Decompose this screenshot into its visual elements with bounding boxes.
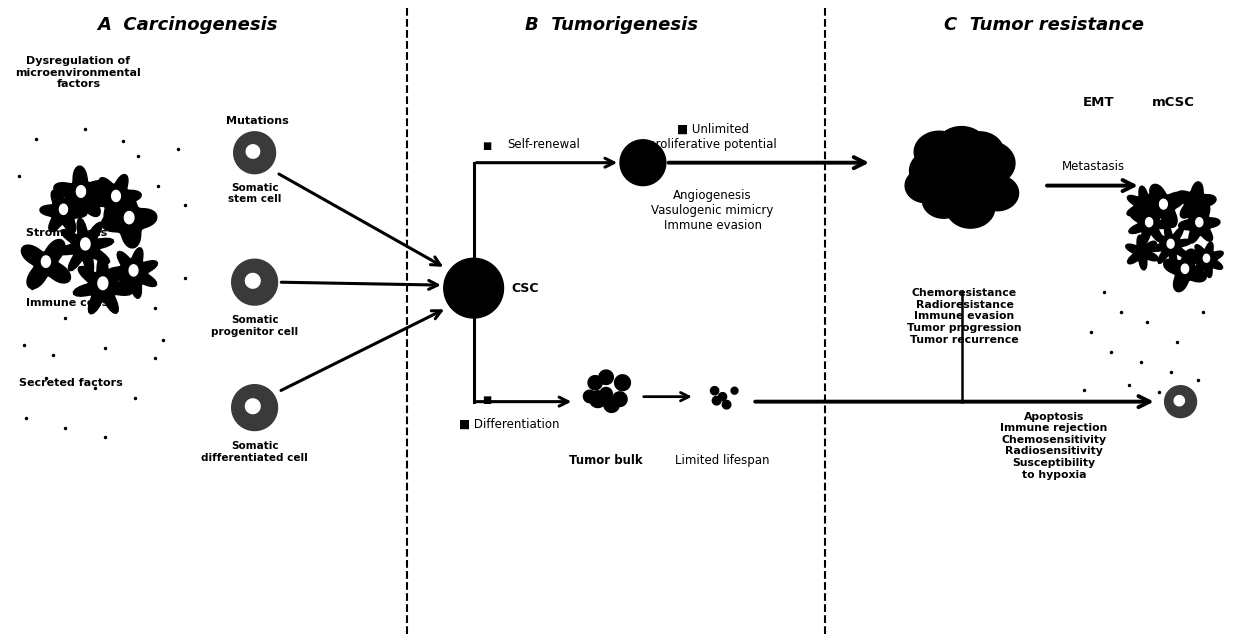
Polygon shape <box>914 131 963 173</box>
Polygon shape <box>91 175 141 222</box>
Polygon shape <box>53 166 108 218</box>
Polygon shape <box>976 175 1018 211</box>
Polygon shape <box>73 255 133 314</box>
Polygon shape <box>112 191 120 202</box>
Text: EMT: EMT <box>1084 97 1115 109</box>
Polygon shape <box>718 392 727 401</box>
Polygon shape <box>936 127 987 170</box>
Polygon shape <box>1128 202 1171 245</box>
Polygon shape <box>1163 249 1207 292</box>
Polygon shape <box>246 399 260 413</box>
Polygon shape <box>712 396 720 405</box>
Text: CSC: CSC <box>511 282 539 294</box>
Polygon shape <box>41 256 51 268</box>
Polygon shape <box>124 212 134 224</box>
Text: mCSC: mCSC <box>1152 97 1195 109</box>
Polygon shape <box>1142 184 1185 227</box>
Polygon shape <box>40 190 87 233</box>
Polygon shape <box>732 387 738 394</box>
Text: ■ Differentiation: ■ Differentiation <box>459 417 559 431</box>
Polygon shape <box>599 370 614 385</box>
Polygon shape <box>232 385 278 431</box>
Polygon shape <box>926 137 980 182</box>
Text: Somatic
stem cell: Somatic stem cell <box>228 182 281 204</box>
Polygon shape <box>247 145 259 158</box>
Polygon shape <box>21 239 71 289</box>
Polygon shape <box>905 168 946 203</box>
Polygon shape <box>589 391 606 408</box>
Polygon shape <box>1127 186 1166 225</box>
Text: Chemoresistance
Radioresistance
Immune evasion
Tumor progression
Tumor recurrenc: Chemoresistance Radioresistance Immune e… <box>908 288 1022 344</box>
Polygon shape <box>613 392 627 406</box>
Polygon shape <box>955 154 996 188</box>
Polygon shape <box>60 204 67 214</box>
Text: Somatic
progenitor cell: Somatic progenitor cell <box>211 315 298 337</box>
Polygon shape <box>1167 239 1174 248</box>
Polygon shape <box>1174 396 1184 406</box>
Polygon shape <box>923 183 965 218</box>
Text: Metastasis: Metastasis <box>1061 159 1125 173</box>
Polygon shape <box>962 141 1016 186</box>
Text: Limited lifespan: Limited lifespan <box>676 454 770 467</box>
Text: Immune cells: Immune cells <box>26 298 108 308</box>
Polygon shape <box>232 259 278 305</box>
Text: Angiogenesis
Vasulogenic mimicry
Immune evasion: Angiogenesis Vasulogenic mimicry Immune … <box>651 189 774 232</box>
Polygon shape <box>588 376 603 390</box>
Polygon shape <box>722 401 730 409</box>
Text: Somatic
differentiated cell: Somatic differentiated cell <box>201 442 308 463</box>
Polygon shape <box>1126 235 1158 270</box>
Text: ■ Unlimited
proliferative potential: ■ Unlimited proliferative potential <box>649 123 777 151</box>
Text: Apoptosis
Immune rejection
Chemosensitivity
Radiosensitivity
Susceptibility
to h: Apoptosis Immune rejection Chemosensitiv… <box>1001 412 1107 479</box>
Text: Tumor bulk: Tumor bulk <box>569 454 642 467</box>
Polygon shape <box>1177 182 1216 221</box>
Polygon shape <box>77 186 86 197</box>
Polygon shape <box>102 193 156 248</box>
Polygon shape <box>444 259 503 318</box>
Polygon shape <box>910 150 960 191</box>
Polygon shape <box>246 273 260 288</box>
Polygon shape <box>939 166 985 204</box>
Polygon shape <box>1178 205 1220 243</box>
Text: A  Carcinogenesis: A Carcinogenesis <box>98 17 278 35</box>
Polygon shape <box>615 375 630 390</box>
Text: Stromal cells: Stromal cells <box>26 228 107 238</box>
Polygon shape <box>98 277 108 289</box>
Text: B  Tumorigenesis: B Tumorigenesis <box>525 17 698 35</box>
Polygon shape <box>1188 242 1223 278</box>
Polygon shape <box>129 265 138 276</box>
Text: ■: ■ <box>482 141 491 151</box>
Polygon shape <box>620 140 666 186</box>
Polygon shape <box>1195 218 1203 227</box>
Polygon shape <box>108 248 157 298</box>
Text: Self-renewal: Self-renewal <box>507 138 580 151</box>
Polygon shape <box>57 218 114 275</box>
Polygon shape <box>1149 224 1192 266</box>
Polygon shape <box>1146 218 1153 227</box>
Polygon shape <box>1203 254 1209 262</box>
Polygon shape <box>584 390 596 403</box>
Polygon shape <box>955 132 1003 172</box>
Polygon shape <box>233 132 275 173</box>
Polygon shape <box>1182 264 1189 273</box>
Polygon shape <box>946 188 994 228</box>
Text: ■: ■ <box>482 395 491 404</box>
Text: C  Tumor resistance: C Tumor resistance <box>944 17 1145 35</box>
Polygon shape <box>711 387 719 395</box>
Text: Mutations: Mutations <box>226 116 289 126</box>
Polygon shape <box>1159 199 1167 209</box>
Text: Dysregulation of
microenvironmental
factors: Dysregulation of microenvironmental fact… <box>16 56 141 90</box>
Polygon shape <box>600 387 613 400</box>
Text: Secreted factors: Secreted factors <box>19 378 123 388</box>
Polygon shape <box>604 397 619 412</box>
Polygon shape <box>1164 386 1197 417</box>
Polygon shape <box>81 238 91 250</box>
